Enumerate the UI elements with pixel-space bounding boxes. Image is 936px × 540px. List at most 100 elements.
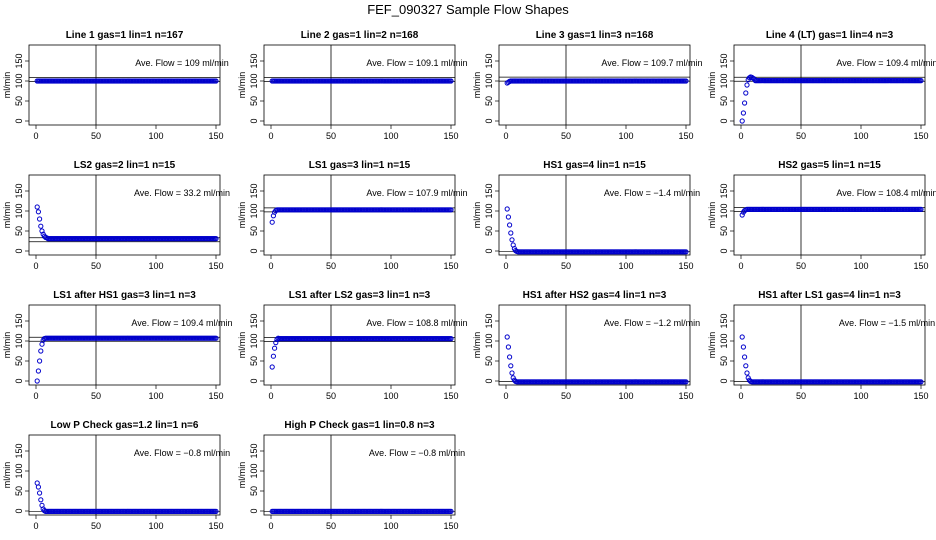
panel-8: HS2 gas=5 lin=1 n=15 Ave. Flow = 108.4 ml… (707, 160, 936, 271)
x-tick-label: 0 (33, 131, 38, 141)
data-point (272, 345, 278, 351)
y-tick-label: 50 (249, 226, 259, 236)
data-point (739, 118, 745, 124)
x-tick-label: 50 (796, 391, 806, 401)
y-axis-label: ml/min (707, 202, 717, 229)
x-tick-label: 0 (503, 131, 508, 141)
y-axis-label: ml/min (707, 72, 717, 99)
y-tick-label: 100 (484, 203, 494, 218)
x-tick-label: 150 (913, 261, 928, 271)
data-point (743, 90, 749, 96)
plot-frame (733, 44, 926, 126)
data-point (34, 378, 40, 384)
data-point (739, 334, 745, 340)
x-tick-label: 100 (383, 131, 398, 141)
y-tick-label: 150 (14, 313, 24, 328)
panel-title: LS1 after HS1 gas=3 lin=1 n=3 (53, 290, 196, 301)
y-tick-label: 100 (719, 203, 729, 218)
y-tick-label: 50 (14, 486, 24, 496)
panel-title: LS2 gas=2 lin=1 n=15 (74, 160, 176, 171)
y-tick-label: 150 (719, 53, 729, 68)
data-point (739, 212, 745, 218)
y-tick-label: 150 (14, 443, 24, 458)
y-tick-label: 100 (249, 203, 259, 218)
y-tick-label: 150 (484, 183, 494, 198)
x-tick-label: 150 (443, 261, 458, 271)
data-point (269, 219, 275, 225)
x-tick-label: 0 (268, 261, 273, 271)
panel-4: Line 4 (LT) gas=1 lin=4 n=3 Ave. Flow = 1… (707, 30, 936, 141)
panel-title: High P Check gas=1 lin=0.8 n=3 (284, 420, 435, 431)
y-axis-label: ml/min (472, 72, 482, 99)
plot-frame (263, 174, 456, 256)
y-axis-label: ml/min (2, 462, 12, 489)
y-tick-label: 100 (484, 73, 494, 88)
y-tick-label: 50 (14, 356, 24, 366)
x-tick-label: 150 (208, 521, 223, 531)
panel-title: HS1 after HS2 gas=4 lin=1 n=3 (523, 290, 667, 301)
average-flow-label: Ave. Flow = 109.1 ml/min (366, 58, 467, 68)
data-points (739, 334, 924, 385)
y-tick-label: 50 (719, 96, 729, 106)
x-tick-label: 150 (208, 391, 223, 401)
y-tick-label: 150 (249, 53, 259, 68)
y-tick-label: 0 (719, 248, 729, 253)
x-tick-label: 50 (326, 261, 336, 271)
figure-title: FEF_090327 Sample Flow Shapes (367, 2, 569, 17)
x-tick-label: 100 (853, 131, 868, 141)
y-tick-label: 100 (249, 333, 259, 348)
average-flow-label: Ave. Flow = −1.5 ml/min (839, 318, 935, 328)
x-tick-label: 100 (148, 391, 163, 401)
x-tick-label: 150 (678, 261, 693, 271)
data-points (34, 335, 219, 384)
panel-7: HS1 gas=4 lin=1 n=15 Ave. Flow = −1.4 ml/… (472, 160, 700, 271)
y-tick-label: 0 (14, 508, 24, 513)
data-point (38, 348, 44, 354)
data-points (269, 508, 454, 514)
y-tick-label: 150 (14, 53, 24, 68)
x-tick-label: 50 (561, 391, 571, 401)
plot-frame (28, 174, 221, 256)
data-point (448, 336, 454, 342)
data-point (508, 230, 514, 236)
panel-5: LS2 gas=2 lin=1 n=15 Ave. Flow = 33.2 ml/… (2, 160, 230, 271)
data-point (37, 216, 43, 222)
y-axis-label: ml/min (237, 462, 247, 489)
panel-2: Line 2 gas=1 lin=2 n=168 Ave. Flow = 109.… (237, 30, 468, 141)
average-flow-label: Ave. Flow = 108.4 ml/min (836, 188, 936, 198)
data-point (504, 334, 510, 340)
y-axis-label: ml/min (237, 72, 247, 99)
data-point (448, 508, 454, 514)
data-point (744, 370, 750, 376)
panel-title: HS1 gas=4 lin=1 n=15 (543, 160, 646, 171)
data-point (507, 354, 513, 360)
average-flow-label: Ave. Flow = 109.4 ml/min (836, 58, 936, 68)
data-point (508, 363, 514, 369)
x-tick-label: 50 (561, 131, 571, 141)
y-axis-label: ml/min (2, 72, 12, 99)
panel-title: Line 3 gas=1 lin=3 n=168 (536, 30, 654, 41)
data-point (35, 368, 42, 374)
y-tick-label: 0 (249, 118, 259, 123)
x-tick-label: 150 (443, 521, 458, 531)
panel-13: Low P Check gas=1.2 lin=1 n=6 Ave. Flow =… (2, 420, 230, 531)
data-point (270, 353, 276, 359)
plot-frame (28, 304, 221, 386)
y-tick-label: 0 (14, 378, 24, 383)
data-points (269, 335, 454, 370)
data-point (35, 484, 42, 490)
x-tick-label: 100 (383, 521, 398, 531)
data-point (38, 223, 44, 229)
x-tick-label: 150 (913, 131, 928, 141)
plot-frame (733, 174, 926, 256)
panel-3: Line 3 gas=1 lin=3 n=168 Ave. Flow = 109.… (472, 30, 703, 141)
x-tick-label: 150 (678, 391, 693, 401)
y-tick-label: 0 (719, 378, 729, 383)
data-point (273, 340, 279, 346)
plot-frame (28, 434, 221, 516)
y-tick-label: 0 (249, 508, 259, 513)
plot-frame (498, 44, 691, 126)
y-axis-label: ml/min (472, 202, 482, 229)
panel-10: LS1 after LS2 gas=3 lin=1 n=3 Ave. Flow =… (237, 290, 468, 401)
